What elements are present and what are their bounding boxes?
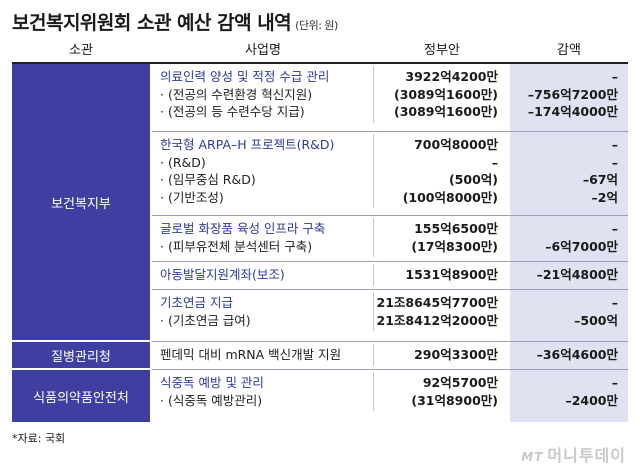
- program-name: 아동발달지원계좌(보조): [160, 267, 285, 282]
- column-divider: [373, 372, 374, 411]
- budget-value: 21조8645억7700만: [376, 295, 498, 310]
- cut-value: –2억: [591, 189, 618, 205]
- group-divider: [152, 215, 628, 216]
- table-row: · (기초연금 급여) 21조8412억2000만 –500억: [152, 312, 628, 329]
- program-name: 의료인력 양성 및 적정 수급 관리: [160, 69, 330, 84]
- program-group: 글로벌 화장품 육성 인프라 구축 155억6500만 – · (피부유전체 분석센터…: [152, 216, 628, 259]
- column-divider: [373, 344, 374, 366]
- column-divider: [373, 264, 374, 286]
- logo-name: 머니투데이: [547, 446, 626, 465]
- budget-value: –: [491, 154, 498, 170]
- budget-value: (31억8900만): [411, 392, 498, 408]
- program-name: · (기반조성): [160, 189, 224, 205]
- cut-value: –: [611, 154, 618, 170]
- category-kdca: 질병관리청: [12, 342, 150, 368]
- program-group: 아동발달지원계좌(보조) 1531억8900만 –21억4800만: [152, 262, 628, 288]
- cut-value: –756억7200만: [527, 86, 618, 102]
- column-divider: [373, 134, 374, 208]
- table-row: 펜데믹 대비 mRNA 백신개발 지원 290억3300만 –36억4600만: [152, 346, 628, 363]
- program-name: · (R&D): [160, 154, 206, 170]
- table-row: 글로벌 화장품 육성 인프라 구축 155억6500만 –: [152, 220, 628, 237]
- header-ministry: 소관: [69, 43, 93, 58]
- program-name: · (전공의 수련환경 혁신지원): [160, 86, 313, 102]
- table-row: · (전공의 수련환경 혁신지원) (3089억1600만) –756억7200만: [152, 86, 628, 103]
- program-group: 한국형 ARPA–H 프로젝트(R&D) 700억8000만 – · (R&D) – – ·…: [152, 132, 628, 210]
- budget-value: 3922억4200만: [405, 69, 498, 84]
- cut-value: –500억: [574, 312, 618, 328]
- cut-value: –: [611, 69, 618, 84]
- program-group: 식중독 예방 및 관리 92억5700만 – · (식중독 예방관리) (31억8900…: [152, 370, 628, 413]
- page-title: 보건복지위원회 소관 예산 감액 내역 (단위: 원): [12, 8, 338, 35]
- budget-value: 700억8000만: [414, 137, 498, 152]
- table-row: 아동발달지원계좌(보조) 1531억8900만 –21억4800만: [152, 266, 628, 283]
- program-name: 기초연금 지급: [160, 295, 233, 310]
- table-row: 의료인력 양성 및 적정 수급 관리 3922억4200만 –: [152, 68, 628, 85]
- budget-value: (3089억1600만): [393, 104, 498, 119]
- program-name: · (식중독 예방관리): [160, 392, 263, 408]
- column-divider: [373, 292, 374, 331]
- cut-value: –: [611, 137, 618, 152]
- program-group: 펜데믹 대비 mRNA 백신개발 지원 290억3300만 –36억4600만: [152, 342, 628, 368]
- cut-value: –21억4800만: [536, 267, 618, 282]
- program-name: 글로벌 화장품 육성 인프라 구축: [160, 221, 326, 236]
- category-mohw: 보건복지부: [12, 64, 150, 340]
- program-name: 식중독 예방 및 관리: [160, 375, 264, 390]
- cut-column-background: [510, 64, 628, 422]
- cut-value: –: [611, 375, 618, 390]
- category-mfds: 식품의약품안전처: [12, 370, 150, 422]
- cut-value: –: [611, 295, 618, 310]
- table-row: 식중독 예방 및 관리 92억5700만 –: [152, 374, 628, 391]
- header-budget: 정부안: [424, 43, 460, 58]
- table-row: · (기반조성) (100억8000만) –2억: [152, 189, 628, 206]
- program-name: 펜데믹 대비 mRNA 백신개발 지원: [160, 347, 342, 362]
- logo-mark: MT: [521, 450, 544, 464]
- cut-value: –: [611, 221, 618, 236]
- cut-value: –6억7000만: [545, 238, 618, 254]
- header-program: 사업명: [245, 43, 281, 58]
- budget-value: 21조8412억2000만: [376, 312, 498, 328]
- budget-value: 290억3300만: [414, 347, 498, 362]
- table-row: · (R&D) – –: [152, 154, 628, 171]
- cut-value: –174억4000만: [527, 104, 618, 119]
- program-name: · (기초연금 급여): [160, 312, 251, 328]
- program-group: 기초연금 지급 21조8645억7700만 – · (기초연금 급여) 21조8412억…: [152, 290, 628, 333]
- budget-value: (3089억1600만): [393, 86, 498, 102]
- table-row: · (피부유전체 분석센터 구축) (17억8300만) –6억7000만: [152, 238, 628, 255]
- program-name: · (피부유전체 분석센터 구축): [160, 238, 313, 254]
- table-row: · (전공의 등 수련수당 지급) (3089억1600만) –174억4000만: [152, 103, 628, 120]
- group-divider: [152, 261, 628, 262]
- cut-value: –2400만: [565, 392, 618, 408]
- column-divider: [373, 66, 374, 123]
- budget-value: 1531억8900만: [405, 267, 498, 282]
- column-divider: [373, 218, 374, 257]
- header-cut: 감액: [557, 43, 581, 58]
- cut-value: –67억: [582, 172, 618, 187]
- budget-value: 92억5700만: [422, 375, 498, 390]
- table-row: · (임무중심 R&D) (500억) –67억: [152, 171, 628, 188]
- group-divider: [152, 289, 628, 290]
- budget-value: (17억8300만): [411, 238, 498, 254]
- table-row: 기초연금 지급 21조8645억7700만 –: [152, 294, 628, 311]
- program-name: · (임무중심 R&D): [160, 172, 256, 187]
- cut-value: –36억4600만: [536, 347, 618, 362]
- table-row: 한국형 ARPA–H 프로젝트(R&D) 700억8000만 –: [152, 136, 628, 153]
- source-note: *자료: 국회: [12, 432, 66, 445]
- group-divider: [152, 369, 628, 370]
- budget-value: (100억8000만): [402, 189, 498, 205]
- budget-value: (500억): [448, 172, 498, 187]
- group-divider: [152, 131, 628, 132]
- table-row: · (식중독 예방관리) (31억8900만) –2400만: [152, 392, 628, 409]
- program-group: 의료인력 양성 및 적정 수급 관리 3922억4200만 – · (전공의 수련환경…: [152, 64, 628, 125]
- header-divider: [12, 62, 628, 64]
- group-divider: [152, 341, 628, 342]
- publisher-logo: MT 머니투데이: [521, 442, 626, 466]
- budget-value: 155억6500만: [414, 221, 498, 236]
- program-name: 한국형 ARPA–H 프로젝트(R&D): [160, 137, 335, 152]
- title-text: 보건복지위원회 소관 예산 감액 내역: [12, 12, 292, 34]
- unit-label: (단위: 원): [295, 19, 338, 32]
- program-name: · (전공의 등 수련수당 지급): [160, 104, 305, 119]
